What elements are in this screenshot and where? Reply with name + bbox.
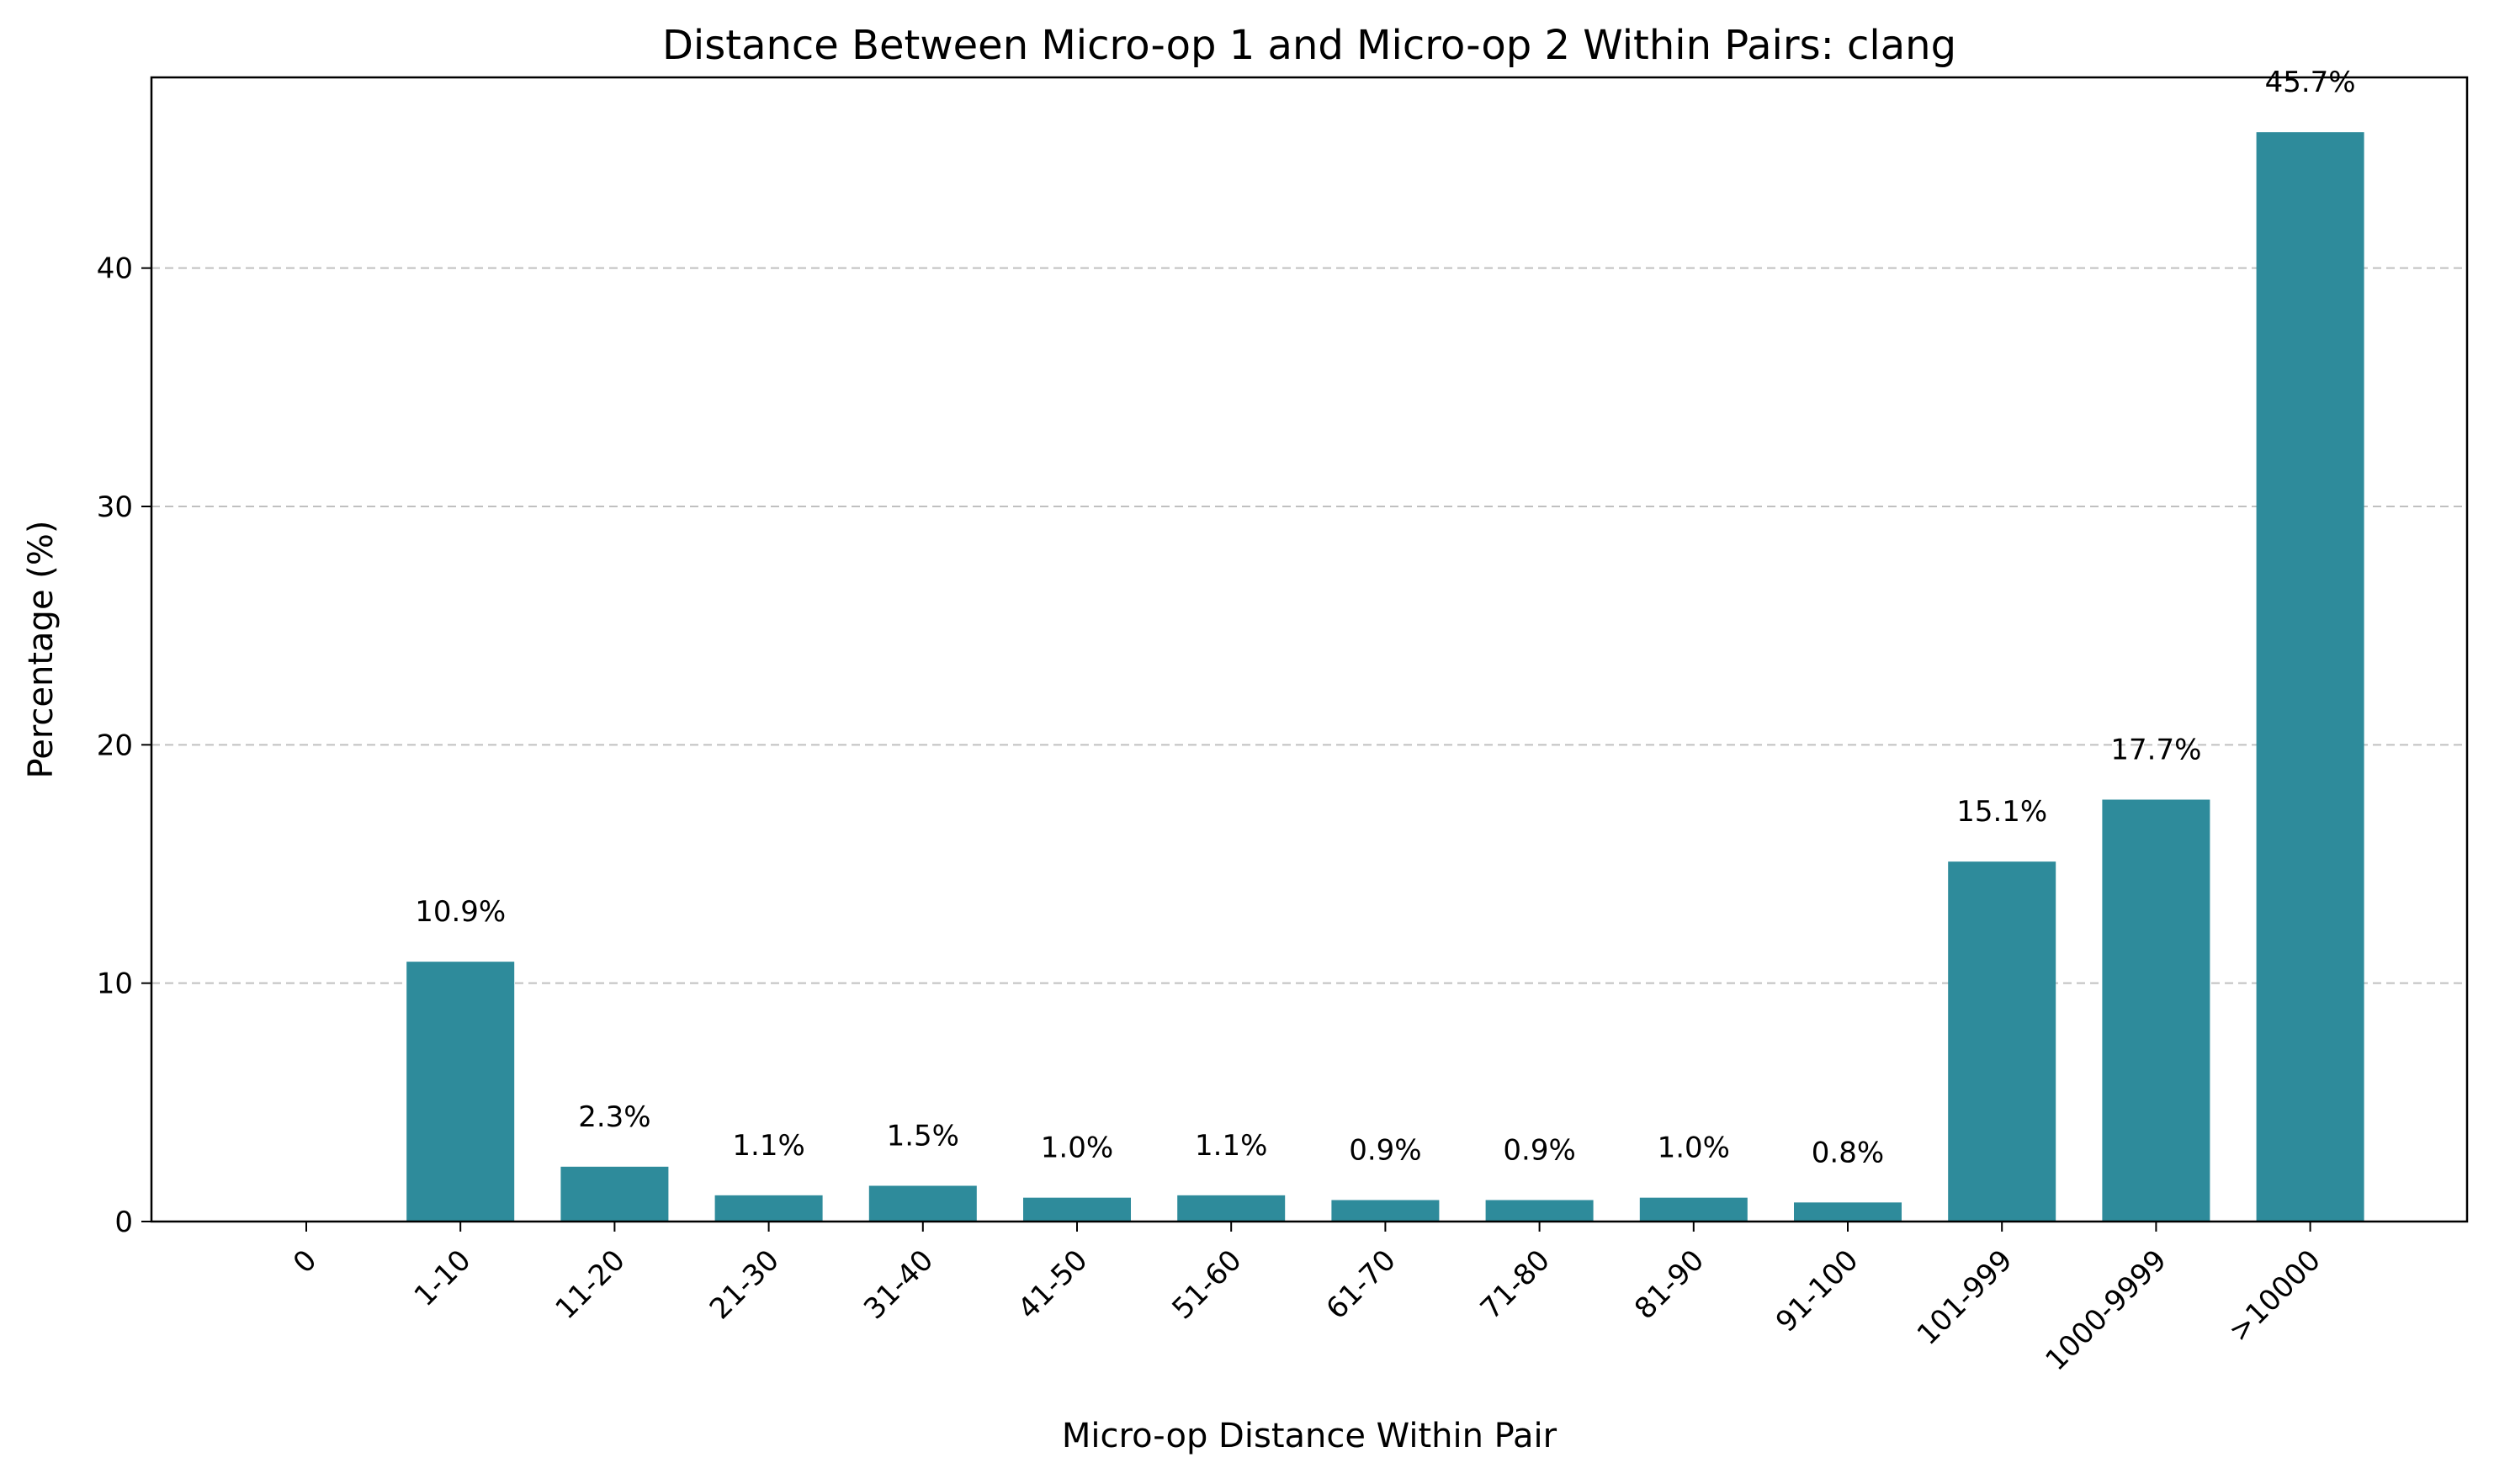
x-tick-label: 21-30 (703, 1243, 786, 1326)
plot-frame (150, 76, 2469, 1223)
x-tick-label: 1-10 (408, 1243, 478, 1313)
x-tick-label: 91-100 (1770, 1243, 1865, 1338)
bar-1-10 (406, 962, 515, 1222)
y-axis-label: Percentage (%) (22, 521, 61, 779)
x-tick-label: 81-90 (1628, 1243, 1711, 1326)
y-tick-label: 10 (97, 967, 133, 1001)
y-axis: 0 10 20 30 40 (97, 252, 151, 1239)
bars (406, 132, 2364, 1222)
bar->10000 (2256, 132, 2364, 1222)
bar-value-label: 0.9% (1503, 1134, 1575, 1168)
bar-value-label: 1.5% (887, 1120, 959, 1153)
bar-value-label: 1.1% (1195, 1129, 1267, 1163)
bar-value-labels: 10.9% 2.3% 1.1% 1.5% 1.0% 1.1% 0.9% 0.9% 1.0% 0.8… (415, 66, 2355, 1169)
x-axis-label: Micro-op Distance Within Pair (1062, 1417, 1557, 1455)
y-tick-label: 40 (97, 252, 133, 286)
bar-91-100 (1794, 1202, 1902, 1222)
bar-11-20 (560, 1166, 669, 1222)
x-tick-label: 51-60 (1165, 1243, 1248, 1326)
bar-value-label: 45.7% (2265, 66, 2356, 99)
x-tick-label: 0 (287, 1243, 324, 1280)
bar-value-label: 1.0% (1658, 1132, 1730, 1165)
chart-title: Distance Between Micro-op 1 and Micro-op… (662, 22, 1956, 69)
bar-value-label: 2.3% (578, 1100, 650, 1134)
bar-value-label: 0.8% (1812, 1136, 1884, 1169)
bar-81-90 (1639, 1197, 1748, 1222)
x-tick-label: 101-999 (1911, 1243, 2019, 1352)
x-tick-label: 41-50 (1011, 1243, 1094, 1326)
bar-value-label: 17.7% (2110, 734, 2201, 767)
bar-41-50 (1023, 1197, 1131, 1222)
bar-101-999 (1948, 861, 2056, 1222)
x-tick-label: 31-40 (857, 1243, 940, 1326)
x-tick-label: >10000 (2222, 1243, 2327, 1349)
x-tick-label: 1000-9999 (2039, 1243, 2173, 1377)
bar-value-label: 10.9% (415, 895, 506, 929)
y-tick-label: 20 (97, 729, 133, 762)
bar-31-40 (868, 1185, 977, 1222)
bar-71-80 (1485, 1200, 1594, 1222)
x-tick-label: 11-20 (549, 1243, 632, 1326)
y-tick-label: 0 (114, 1206, 133, 1239)
x-axis: 0 1-10 11-20 21-30 31-40 41-50 51-60 61-70 71-80… (287, 1222, 2327, 1377)
y-tick-label: 30 (97, 490, 133, 524)
x-tick-label: 61-70 (1320, 1243, 1403, 1326)
x-tick-label: 71-80 (1474, 1243, 1557, 1326)
bar-21-30 (714, 1195, 823, 1222)
bar-value-label: 1.0% (1041, 1132, 1113, 1165)
bar-value-label: 1.1% (732, 1129, 804, 1163)
gridlines (151, 267, 2467, 984)
bar-value-label: 15.1% (1956, 795, 2047, 829)
bar-value-label: 0.9% (1349, 1134, 1421, 1168)
bar-51-60 (1177, 1195, 1286, 1222)
bar-61-70 (1331, 1200, 1440, 1222)
bar-1000-9999 (2102, 799, 2210, 1222)
